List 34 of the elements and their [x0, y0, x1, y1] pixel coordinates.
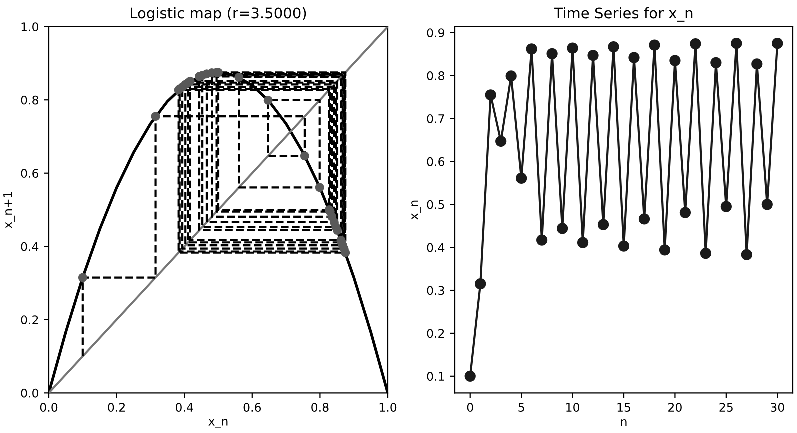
y-tick-label: 0.6	[427, 157, 445, 166]
x-tick-label: 30	[771, 403, 784, 412]
y-tick-label: 0.4	[427, 243, 445, 252]
y-tick-label: 0.4	[21, 242, 39, 252]
y-tick-label: 0.3	[427, 286, 444, 296]
y-axis-title: x_n	[412, 200, 421, 220]
x-tick-label: 10	[566, 403, 580, 412]
y-tick-label: 0.2	[427, 329, 444, 338]
x-tick-label: 0.6	[244, 403, 262, 412]
y-tick-label: 0.1	[427, 372, 444, 382]
x-tick-label: 25	[720, 403, 733, 412]
x-tick-label: 0.2	[108, 403, 126, 412]
y-tick-label: 0.6	[21, 169, 39, 178]
y-tick-label: 0.0	[21, 388, 38, 398]
x-tick-label: 15	[618, 403, 630, 412]
y-tick-label: 0.2	[21, 316, 38, 325]
x-axis-title: n	[621, 419, 627, 426]
x-tick-label: 0.0	[40, 403, 58, 412]
y-tick-label: 1.0	[22, 22, 38, 32]
x-tick-label: 0.8	[312, 403, 329, 412]
x-tick-label: 0	[467, 403, 474, 412]
y-tick-label: 0.7	[427, 114, 444, 124]
y-axis-title: x_n+1	[4, 192, 15, 229]
y-tick-label: 0.8	[427, 72, 444, 80]
x-tick-label: 20	[668, 403, 682, 412]
x-axis-title: x_n	[208, 419, 228, 429]
y-tick-label: 0.8	[21, 96, 38, 105]
x-tick-label: 0.4	[176, 403, 194, 412]
chart-title: Logistic map (r=3.5000)	[131, 7, 306, 22]
y-tick-label: 0.9	[427, 28, 444, 38]
x-tick-label: 5	[518, 403, 524, 412]
x-tick-label: 1.0	[380, 403, 397, 412]
y-tick-label: 0.5	[427, 200, 444, 210]
chart-title: Time Series for x_n	[554, 7, 693, 22]
